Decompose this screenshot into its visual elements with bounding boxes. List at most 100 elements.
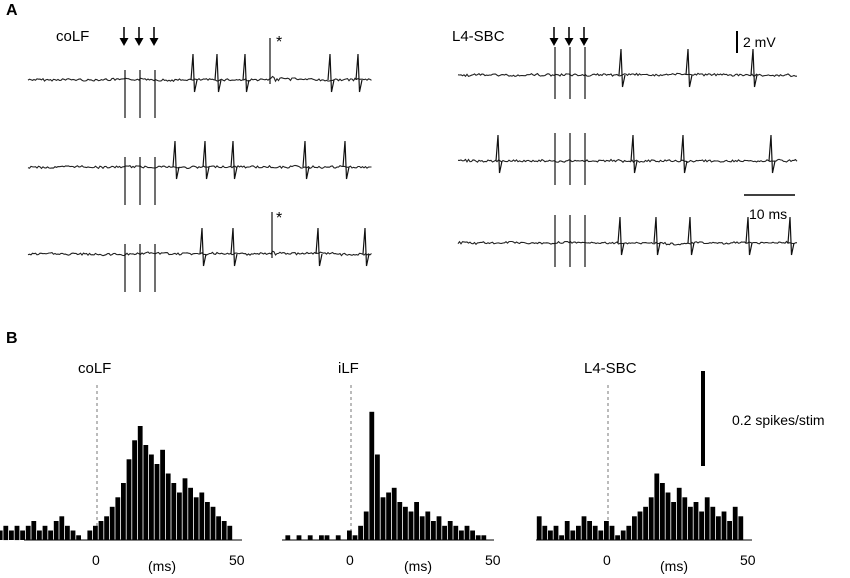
hist-bar <box>598 530 604 540</box>
voltage-trace-right-3 <box>457 240 798 246</box>
spike <box>768 134 776 174</box>
spike <box>199 227 207 267</box>
hist-bar <box>104 516 109 541</box>
panel-a-right-label: L4-SBC <box>452 28 505 45</box>
hist-bar <box>447 521 453 540</box>
spike-scale-label: 0.2 spikes/stim <box>732 412 825 428</box>
hist-bar <box>654 473 660 540</box>
hist-bar <box>227 525 233 541</box>
voltage-trace-right-2 <box>457 158 798 164</box>
hist-bar <box>0 530 3 540</box>
hist-bar <box>205 502 210 540</box>
hist-bar <box>358 525 363 541</box>
hist-bar <box>363 511 369 540</box>
hist-L4-SBC-label: L4-SBC <box>584 360 637 377</box>
hist-bar <box>121 483 126 540</box>
hist-bar <box>285 535 291 541</box>
hist-bar <box>391 487 397 541</box>
arrow-down-icon <box>564 27 574 46</box>
hist-bar <box>25 525 31 541</box>
hist-bar <box>419 516 425 541</box>
hist-bar <box>352 535 358 541</box>
hist-bar <box>581 516 587 541</box>
hist-bar <box>559 535 564 541</box>
hist-bar <box>76 535 81 541</box>
spike <box>190 53 198 93</box>
hist-bar <box>109 506 115 541</box>
panel-a-left-label: coLF <box>56 28 90 45</box>
spike <box>685 48 693 88</box>
hist-bar <box>553 525 559 541</box>
stim-arrows-left <box>119 27 159 46</box>
hist-bar <box>682 497 688 541</box>
hist-bar <box>660 483 665 540</box>
voltage-traces <box>27 38 798 292</box>
hist-bar <box>37 530 42 540</box>
panel-b-letter: B <box>6 330 18 347</box>
spike <box>653 216 661 256</box>
spike <box>355 53 363 93</box>
hist-bar <box>620 530 626 540</box>
hist-bar <box>307 535 313 541</box>
hist-bar <box>98 521 104 540</box>
hist-bar <box>386 492 391 540</box>
hist-bar <box>160 449 165 541</box>
hist-bar <box>375 454 380 540</box>
arrow-down-icon <box>149 27 159 46</box>
hist-bar <box>216 516 221 541</box>
hist-bar <box>171 483 177 540</box>
voltage-trace-left-1 <box>27 75 372 83</box>
hist-L4-SBC-tick-50: 50 <box>740 552 756 568</box>
spike <box>750 48 758 88</box>
hist-bar <box>464 525 470 541</box>
hist-bar <box>210 506 216 541</box>
spike <box>618 48 626 88</box>
hist-bar <box>475 535 481 541</box>
spike <box>302 140 310 180</box>
hist-coLF-tick-0: 0 <box>92 552 100 568</box>
hist-bar <box>693 502 699 540</box>
hist-bar <box>87 530 93 540</box>
hist-bar <box>380 497 386 541</box>
arrow-down-icon <box>549 27 559 46</box>
hist-iLF-tick-0: 0 <box>346 552 354 568</box>
hist-bar <box>648 497 654 541</box>
arrow-down-icon <box>134 27 144 46</box>
hist-bar <box>587 521 592 540</box>
hist-bar <box>721 511 727 540</box>
spike <box>202 140 210 180</box>
spike <box>617 216 625 256</box>
hist-bar <box>3 525 9 541</box>
hist-bar <box>414 502 419 540</box>
hist-coLF-tick-50: 50 <box>229 552 245 568</box>
hist-bar <box>738 516 744 541</box>
hist-coLF-label: coLF <box>78 360 112 377</box>
hist-bar <box>59 516 65 541</box>
artifact-asterisk-row1: * <box>276 34 283 51</box>
hist-bar <box>53 521 59 540</box>
hist-bar <box>335 535 341 541</box>
voltage-trace-left-2 <box>27 164 372 170</box>
hist-bar <box>188 487 193 541</box>
spike <box>242 53 250 93</box>
hist-bar <box>193 497 199 541</box>
hist-bar <box>165 473 171 540</box>
spike <box>362 227 370 267</box>
hist-bar <box>542 525 548 541</box>
hist-bar <box>632 516 637 541</box>
hist-bar <box>604 521 609 540</box>
hist-bar <box>403 506 408 541</box>
voltage-trace-right-1 <box>457 72 797 78</box>
hist-coLF-unit: (ms) <box>148 558 176 574</box>
hist-bar <box>615 535 620 541</box>
hist-bar <box>65 525 70 541</box>
hist-bar <box>397 502 403 540</box>
hist-bar <box>609 525 615 541</box>
hist-bar <box>626 525 632 541</box>
hist-bar <box>699 511 704 540</box>
hist-bar <box>671 502 676 540</box>
spike <box>495 134 503 174</box>
spike <box>327 53 335 93</box>
hist-iLF-unit: (ms) <box>404 558 432 574</box>
